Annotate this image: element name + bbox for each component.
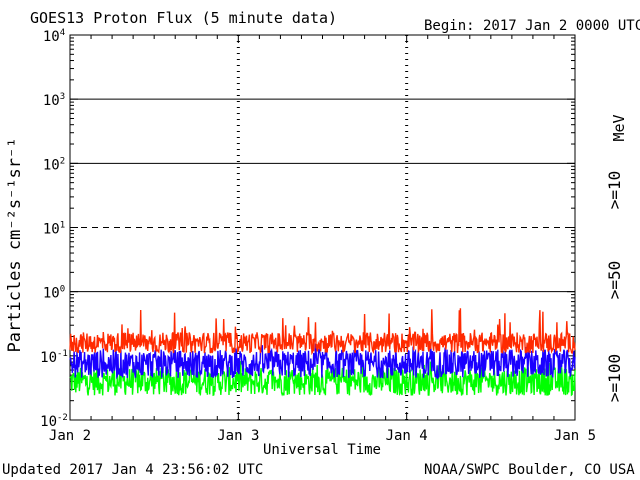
series-line-ge50 [69,343,576,380]
y-tick-label: 10-2 [40,413,68,430]
x-tick-label: Jan 4 [386,428,428,444]
x-tick-label: Jan 3 [217,428,259,444]
legend: >=10 >=50 >=100 MeV [605,114,628,402]
legend-unit: MeV [610,114,628,141]
legend-label: >=100 [605,354,624,402]
y-tick-label: 100 [43,285,65,302]
updated-label: Updated 2017 Jan 4 23:56:02 UTC [2,462,263,478]
legend-label: >=50 [605,261,624,300]
x-axis-ticks: Jan 2 Jan 3 Jan 4 Jan 5 [49,35,596,444]
x-axis-label: Universal Time [263,442,381,458]
credit-label: NOAA/SWPC Boulder, CO USA [424,462,635,478]
y-tick-label: 101 [43,221,65,238]
y-tick-label: 10-1 [40,349,68,366]
x-tick-label: Jan 2 [49,428,91,444]
chart-title: GOES13 Proton Flux (5 minute data) [30,9,337,27]
begin-label: Begin: 2017 Jan 2 0000 UTC [424,18,640,34]
series-lines [69,308,576,397]
series-line-ge10 [69,308,576,356]
y-tick-label: 102 [43,156,65,173]
legend-label: >=10 [605,171,624,210]
x-tick-label: Jan 5 [554,428,596,444]
y-tick-label: 103 [43,92,65,109]
y-axis-ticks: 10-2 10-1 100 101 102 103 104 [40,28,575,430]
y-tick-label: 104 [43,28,65,45]
y-axis-label: Particles cm⁻²s⁻¹sr⁻¹ [5,138,25,353]
